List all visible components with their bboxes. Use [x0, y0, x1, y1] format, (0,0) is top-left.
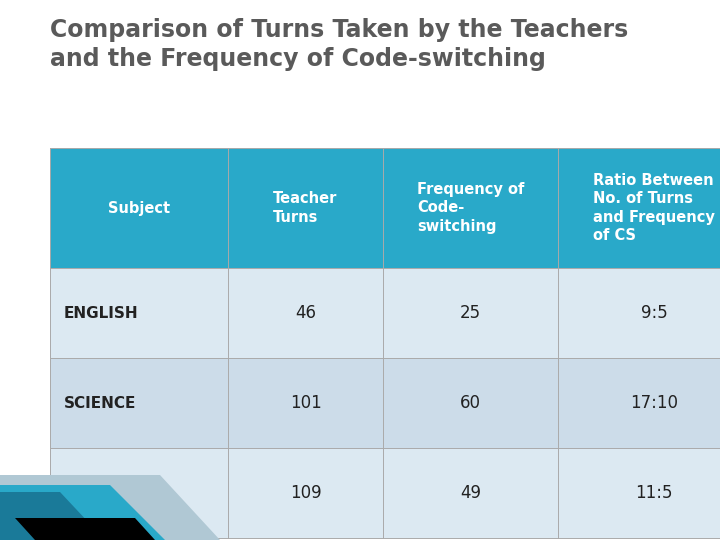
- Bar: [383, 358, 558, 448]
- Bar: [383, 148, 558, 268]
- Polygon shape: [0, 475, 220, 540]
- Text: 25: 25: [460, 304, 481, 322]
- Bar: [228, 358, 383, 448]
- Bar: [50, 268, 228, 358]
- Text: Frequency of
Code-
switching: Frequency of Code- switching: [417, 182, 524, 234]
- Polygon shape: [15, 518, 155, 540]
- Text: Comparison of Turns Taken by the Teachers
and the Frequency of Code-switching: Comparison of Turns Taken by the Teacher…: [50, 18, 629, 71]
- Text: 11:5: 11:5: [635, 484, 672, 502]
- Text: MATH: MATH: [64, 485, 113, 501]
- Text: 49: 49: [460, 484, 481, 502]
- Bar: [228, 268, 383, 358]
- Text: SCIENCE: SCIENCE: [64, 395, 136, 410]
- Bar: [228, 148, 383, 268]
- Text: 17:10: 17:10: [630, 394, 678, 412]
- Bar: [558, 448, 720, 538]
- Bar: [558, 148, 720, 268]
- Bar: [50, 358, 228, 448]
- Text: 9:5: 9:5: [641, 304, 667, 322]
- Text: ENGLISH: ENGLISH: [64, 306, 139, 321]
- Text: 101: 101: [289, 394, 321, 412]
- Text: 109: 109: [289, 484, 321, 502]
- Text: Subject: Subject: [108, 200, 170, 215]
- Bar: [228, 448, 383, 538]
- Bar: [50, 448, 228, 538]
- Bar: [383, 268, 558, 358]
- Text: 46: 46: [295, 304, 316, 322]
- Polygon shape: [0, 492, 105, 540]
- Text: Ratio Between
No. of Turns
and Frequency
of CS: Ratio Between No. of Turns and Frequency…: [593, 173, 715, 244]
- Bar: [558, 358, 720, 448]
- Text: Teacher
Turns: Teacher Turns: [274, 191, 338, 225]
- Polygon shape: [0, 485, 165, 540]
- Bar: [50, 148, 228, 268]
- Text: 60: 60: [460, 394, 481, 412]
- Bar: [558, 268, 720, 358]
- Bar: [383, 448, 558, 538]
